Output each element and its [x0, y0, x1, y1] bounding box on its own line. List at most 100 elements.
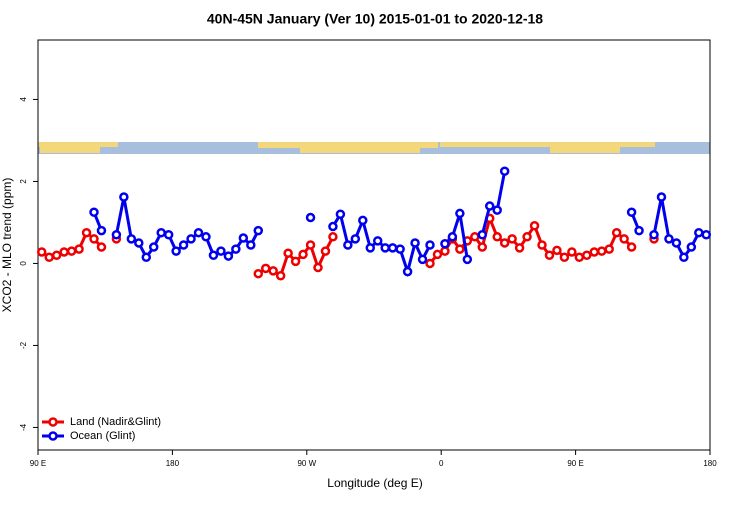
data-point	[208, 250, 219, 260]
data-point	[559, 252, 570, 263]
data-point	[141, 252, 152, 263]
data-point	[163, 230, 174, 240]
map-strip	[38, 142, 710, 154]
x-tick-label: 0	[439, 459, 444, 468]
x-tick-label: 90 W	[297, 459, 316, 468]
data-point	[679, 252, 689, 263]
y-tick-label: 0	[19, 261, 28, 266]
data-point	[604, 244, 614, 254]
data-point	[275, 271, 286, 281]
data-point	[440, 246, 450, 256]
legend-marker	[48, 417, 58, 427]
data-point	[96, 242, 107, 252]
data-point	[402, 266, 413, 277]
data-point	[694, 227, 704, 238]
data-point	[260, 263, 271, 274]
data-point	[216, 246, 226, 256]
data-point	[484, 201, 495, 211]
data-point	[552, 245, 562, 256]
data-point	[649, 230, 659, 240]
data-point	[358, 215, 368, 226]
data-point	[51, 250, 62, 260]
data-point	[432, 249, 443, 260]
data-point	[477, 230, 488, 240]
data-point	[365, 243, 376, 253]
data-point	[283, 248, 293, 258]
data-point	[350, 234, 361, 244]
data-point	[582, 250, 592, 260]
data-point	[656, 192, 667, 202]
data-point	[238, 233, 249, 243]
data-point	[462, 254, 473, 265]
data-point	[596, 246, 607, 256]
data-point	[626, 207, 637, 217]
data-point	[305, 240, 316, 250]
data-point	[126, 234, 137, 244]
data-point	[492, 205, 502, 215]
data-point	[499, 238, 510, 248]
data-point	[335, 209, 346, 219]
data-point	[514, 243, 525, 253]
data-point	[544, 250, 555, 260]
data-point	[96, 225, 107, 236]
data-point	[186, 234, 196, 244]
data-point	[253, 225, 264, 236]
data-point	[171, 246, 181, 256]
legend-label: Land (Nadir&Glint)	[70, 416, 161, 428]
y-tick-label: 2	[19, 179, 28, 184]
data-point	[372, 236, 383, 246]
data-point	[634, 225, 644, 236]
data-point	[626, 242, 637, 252]
data-point	[59, 247, 69, 257]
data-point	[380, 243, 390, 253]
data-point	[253, 268, 264, 279]
data-point	[66, 246, 77, 256]
data-point	[119, 192, 129, 202]
data-point	[298, 249, 308, 260]
y-tick-label: -2	[19, 341, 28, 349]
data-point	[343, 240, 353, 250]
data-point	[328, 221, 338, 232]
data-point	[686, 242, 697, 252]
series-line	[92, 170, 707, 277]
plot-frame	[37, 39, 711, 451]
data-point	[425, 240, 435, 250]
data-point	[440, 239, 450, 249]
data-point	[455, 208, 465, 219]
chart-title: 40N-45N January (Ver 10) 2015-01-01 to 2…	[207, 11, 543, 27]
data-point	[537, 240, 547, 250]
data-point	[328, 232, 338, 242]
data-point	[611, 227, 622, 238]
data-point	[589, 247, 600, 257]
data-point	[305, 212, 316, 223]
data-point	[134, 238, 144, 248]
data-point	[89, 234, 99, 244]
y-axis-label: XCO2 - MLO trend (ppm)	[0, 178, 14, 313]
data-point	[447, 232, 458, 242]
data-point	[148, 242, 159, 252]
data-point	[619, 234, 629, 244]
legend-marker	[48, 431, 58, 441]
data-point	[36, 247, 47, 257]
data-point	[290, 256, 301, 267]
x-tick-label: 180	[703, 459, 717, 468]
x-tick-label: 90 E	[30, 459, 46, 468]
x-axis-label: Longitude (deg E)	[327, 476, 422, 490]
data-point	[246, 240, 256, 250]
data-point	[499, 166, 510, 176]
data-point	[74, 244, 84, 254]
data-point	[201, 232, 211, 242]
x-tick-label: 90 E	[567, 459, 583, 468]
data-point	[111, 230, 122, 240]
data-point	[417, 254, 428, 265]
data-point	[522, 232, 532, 242]
data-point	[425, 258, 435, 269]
data-point	[81, 227, 92, 238]
data-point	[320, 246, 331, 256]
data-point	[231, 244, 241, 254]
data-point	[671, 238, 682, 248]
legend-label: Ocean (Glint)	[70, 430, 135, 442]
data-point	[395, 244, 405, 254]
data-point	[470, 232, 480, 242]
